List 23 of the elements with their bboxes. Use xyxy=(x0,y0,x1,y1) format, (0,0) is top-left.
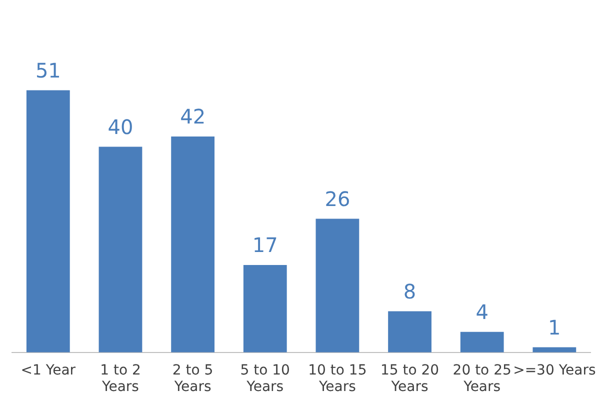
data-label: 26 xyxy=(324,186,350,211)
x-tick-label: 2 to 5 Years xyxy=(172,362,214,396)
data-label: 51 xyxy=(35,58,61,82)
data-label: 4 xyxy=(476,300,488,324)
bar xyxy=(460,332,504,352)
bar xyxy=(26,90,70,352)
x-tick-label: 20 to 25 Years xyxy=(452,362,512,396)
data-label: 1 xyxy=(548,315,561,340)
bar xyxy=(243,265,287,352)
x-tick-label: 5 to 10 Years xyxy=(240,362,290,396)
data-label: 17 xyxy=(252,233,278,258)
bar xyxy=(316,218,360,352)
data-label: 42 xyxy=(180,104,206,129)
bar xyxy=(98,146,142,352)
x-tick-label: >=30 Years xyxy=(513,362,596,378)
data-label: 8 xyxy=(403,279,416,304)
x-tick-label: 15 to 20 Years xyxy=(380,362,440,396)
x-tick-label: <1 Year xyxy=(20,362,76,378)
data-label: 40 xyxy=(108,115,134,140)
bar xyxy=(171,136,215,352)
x-tick-label: 10 to 15 Years xyxy=(308,362,367,396)
x-tick-label: 1 to 2 Years xyxy=(100,362,141,396)
bar xyxy=(388,311,432,352)
